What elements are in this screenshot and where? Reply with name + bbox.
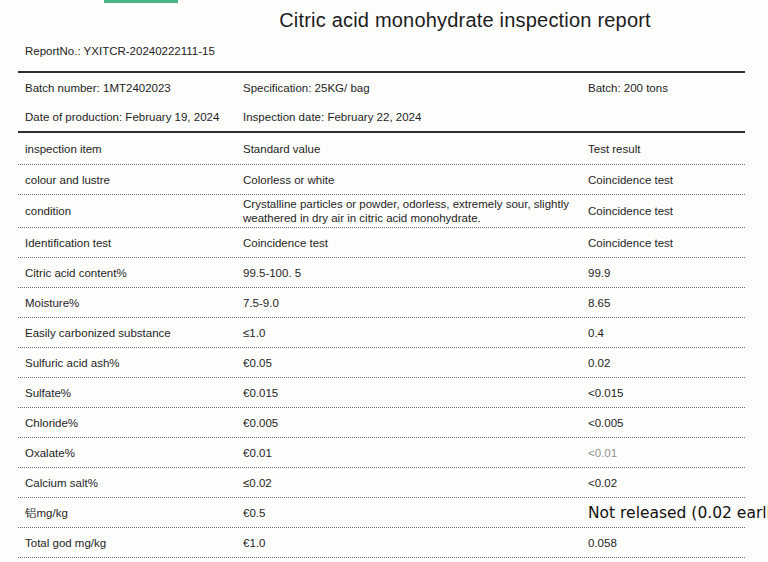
table-row: colour and lustre Colorless or white Coi…: [18, 165, 745, 195]
test-result-cell: Coincidence test: [588, 236, 745, 250]
report-table-body: colour and lustre Colorless or white Coi…: [18, 165, 745, 558]
batch-total: Batch: 200 tons: [588, 81, 745, 95]
column-header-inspection-item: inspection item: [18, 142, 243, 156]
test-result-cell: 0.02: [588, 356, 745, 370]
table-row: Chloride% €0.005 <0.005: [18, 408, 745, 438]
report-number: ReportNo.: YXITCR-20240222111-15: [25, 45, 768, 58]
inspection-item-cell: Sulfuric acid ash%: [18, 356, 243, 370]
inspection-date: Inspection date: February 22, 2024: [243, 110, 588, 124]
table-row: Sulfate% €0.015 <0.015: [18, 378, 745, 408]
standard-value-cell: Coincidence test: [243, 236, 588, 250]
inspection-item-cell: Total god mg/kg: [18, 536, 243, 550]
test-result-cell: 8.65: [588, 296, 745, 310]
inspection-item-cell: Sulfate%: [18, 386, 243, 400]
table-row: Calcium salt% ≤0.02 <0.02: [18, 468, 745, 498]
test-result-cell: 0.4: [588, 326, 745, 340]
standard-value-cell: ≤0.02: [243, 476, 588, 490]
inspection-item-cell: 铝mg/kg: [18, 506, 243, 520]
table-row: Easily carbonized substance ≤1.0 0.4: [18, 318, 745, 348]
column-header-test-result: Test result: [588, 142, 745, 156]
meta-row-2: Date of production: February 19, 2024 In…: [18, 102, 745, 131]
standard-value-cell: €0.01: [243, 446, 588, 460]
test-result-cell: 99.9: [588, 266, 745, 280]
standard-value-cell: 7.5-9.0: [243, 296, 588, 310]
standard-value-cell: €0.05: [243, 356, 588, 370]
test-result-cell: Coincidence test: [588, 173, 745, 187]
table-row: Total god mg/kg €1.0 0.058: [18, 528, 745, 558]
standard-value-cell: €1.0: [243, 536, 588, 550]
test-result-cell: 0.058: [588, 536, 745, 550]
inspection-item-cell: colour and lustre: [18, 173, 243, 187]
standard-value-cell: Crystalline particles or powder, odorles…: [243, 197, 588, 225]
inspection-item-cell: Easily carbonized substance: [18, 326, 243, 340]
page-title: Citric acid monohydrate inspection repor…: [0, 0, 768, 32]
standard-value-cell: ≤1.0: [243, 326, 588, 340]
date-of-production: Date of production: February 19, 2024: [18, 110, 243, 124]
meta-block: Batch number: 1MT2402023 Specification: …: [18, 71, 745, 133]
standard-value-cell: €0.5: [243, 506, 588, 520]
specification: Specification: 25KG/ bag: [243, 81, 588, 95]
inspection-item-cell: Citric acid content%: [18, 266, 243, 280]
inspection-item-cell: condition: [18, 204, 243, 218]
test-result-cell: <0.005: [588, 416, 745, 430]
test-result-cell: <0.01: [588, 446, 745, 460]
table-row: condition Crystalline particles or powde…: [18, 195, 745, 228]
standard-value-cell: €0.005: [243, 416, 588, 430]
column-header-standard-value: Standard value: [243, 142, 588, 156]
inspection-item-cell: Oxalate%: [18, 446, 243, 460]
inspection-item-cell: Moisture%: [18, 296, 243, 310]
table-row: Sulfuric acid ash% €0.05 0.02: [18, 348, 745, 378]
test-result-cell: <0.02: [588, 476, 745, 490]
table-row: 铝mg/kg €0.5 Not released (0.02 earlier): [18, 498, 745, 528]
table-row: Oxalate% €0.01 <0.01: [18, 438, 745, 468]
batch-number: Batch number: 1MT2402023: [18, 81, 243, 95]
test-result-cell: Not released (0.02 earlier): [588, 504, 768, 522]
inspection-report-sheet: Batch number: 1MT2402023 Specification: …: [18, 71, 745, 558]
table-row: Moisture% 7.5-9.0 8.65: [18, 288, 745, 318]
standard-value-cell: Colorless or white: [243, 173, 588, 187]
inspection-item-cell: Calcium salt%: [18, 476, 243, 490]
meta-row-1: Batch number: 1MT2402023 Specification: …: [18, 73, 745, 102]
table-row: Identification test Coincidence test Coi…: [18, 228, 745, 258]
inspection-item-cell: Chloride%: [18, 416, 243, 430]
test-result-cell: <0.015: [588, 386, 745, 400]
standard-value-cell: 99.5-100. 5: [243, 266, 588, 280]
green-accent-bar: [104, 0, 178, 3]
table-header-row: inspection item Standard value Test resu…: [18, 133, 745, 165]
inspection-item-cell: Identification test: [18, 236, 243, 250]
standard-value-cell: €0.015: [243, 386, 588, 400]
test-result-cell: Coincidence test: [588, 204, 745, 218]
table-row: Citric acid content% 99.5-100. 5 99.9: [18, 258, 745, 288]
